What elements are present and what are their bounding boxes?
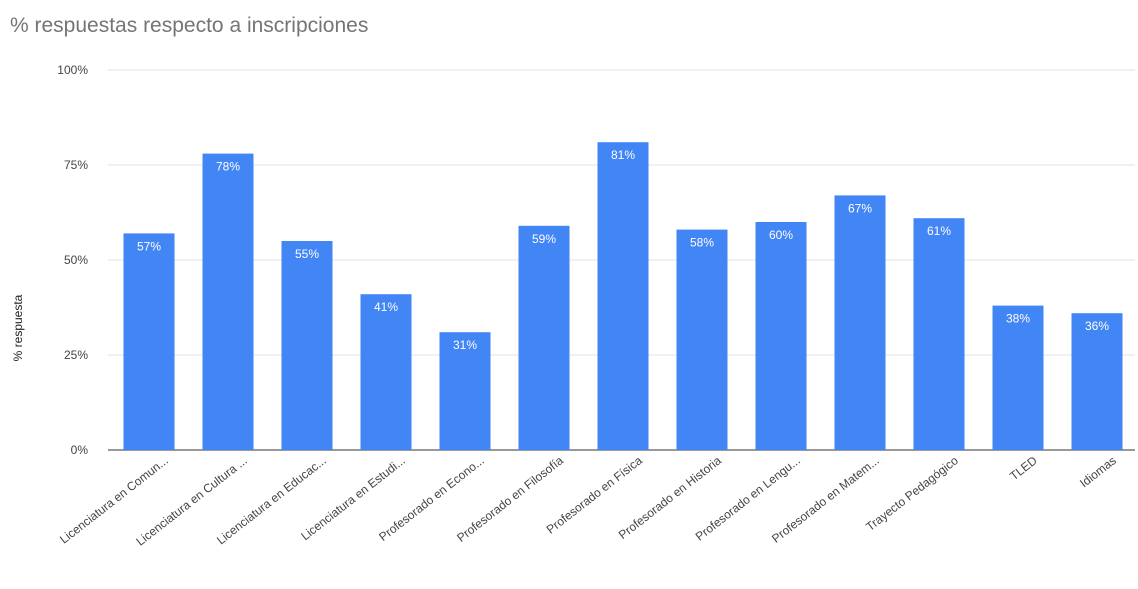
y-tick-label: 75% bbox=[64, 158, 88, 172]
bar bbox=[123, 233, 175, 450]
chart-title: % respuestas respecto a inscripciones bbox=[10, 14, 369, 37]
y-tick-label: 25% bbox=[64, 348, 88, 362]
bar-data-label: 38% bbox=[1006, 312, 1030, 326]
bar-data-label: 81% bbox=[611, 148, 635, 162]
bar-data-label: 55% bbox=[295, 247, 319, 261]
bar bbox=[992, 305, 1044, 450]
bar bbox=[281, 241, 333, 450]
data-labels: 57% 78% 55% 41% 31% 59% 81% 58% 60% 67% 61% 38% 36% bbox=[137, 148, 1109, 352]
y-tick-label: 50% bbox=[64, 253, 88, 267]
bar bbox=[518, 225, 570, 450]
x-category-label: TLED bbox=[1007, 453, 1040, 483]
y-axis-title: % respuesta bbox=[11, 294, 25, 361]
bar bbox=[755, 222, 807, 450]
bar bbox=[1071, 313, 1123, 450]
bar bbox=[439, 332, 491, 450]
bar-data-label: 60% bbox=[769, 228, 793, 242]
bar bbox=[834, 195, 886, 450]
bar-data-label: 67% bbox=[848, 201, 872, 215]
bar-data-label: 78% bbox=[216, 160, 240, 174]
bar-data-label: 59% bbox=[532, 232, 556, 246]
bar bbox=[360, 294, 412, 450]
bar bbox=[913, 218, 965, 450]
bar-data-label: 61% bbox=[927, 224, 951, 238]
x-axis-categories: Licenciatura en Comun...Licenciatura en … bbox=[57, 453, 1119, 548]
y-tick-label: 100% bbox=[57, 63, 88, 77]
bar bbox=[202, 153, 254, 450]
bar bbox=[597, 142, 649, 450]
x-category-label: Idiomas bbox=[1077, 453, 1119, 490]
bars bbox=[123, 142, 1123, 450]
bar-data-label: 36% bbox=[1085, 319, 1109, 333]
bar-data-label: 57% bbox=[137, 239, 161, 253]
bar-data-label: 58% bbox=[690, 236, 714, 250]
bar bbox=[676, 229, 728, 450]
y-axis-ticks: 0% 25% 50% 75% 100% bbox=[57, 63, 88, 457]
bar-data-label: 41% bbox=[374, 300, 398, 314]
bar-data-label: 31% bbox=[453, 338, 477, 352]
y-tick-label: 0% bbox=[71, 443, 89, 457]
